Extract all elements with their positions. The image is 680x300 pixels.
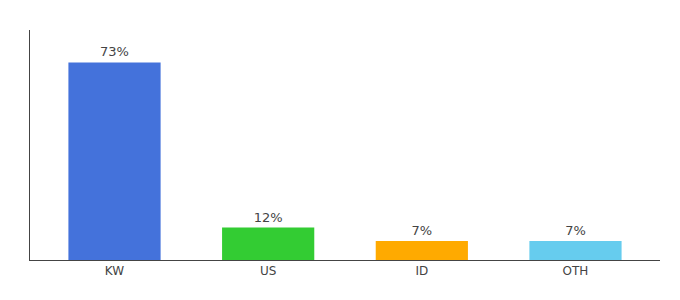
svg-text:12%: 12% — [254, 210, 283, 225]
svg-text:US: US — [260, 264, 276, 278]
svg-text:ID: ID — [415, 264, 428, 278]
svg-text:73%: 73% — [100, 44, 129, 59]
svg-text:KW: KW — [105, 264, 124, 278]
svg-text:OTH: OTH — [563, 264, 589, 278]
svg-text:7%: 7% — [412, 223, 433, 238]
svg-text:7%: 7% — [565, 223, 586, 238]
